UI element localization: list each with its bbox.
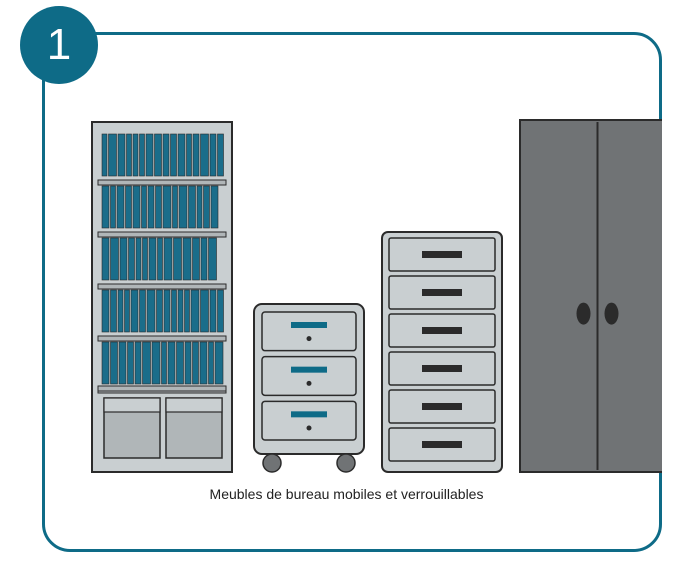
caption-text: Meubles de bureau mobiles et verrouillab… <box>0 486 693 502</box>
furniture-illustration <box>42 32 662 527</box>
